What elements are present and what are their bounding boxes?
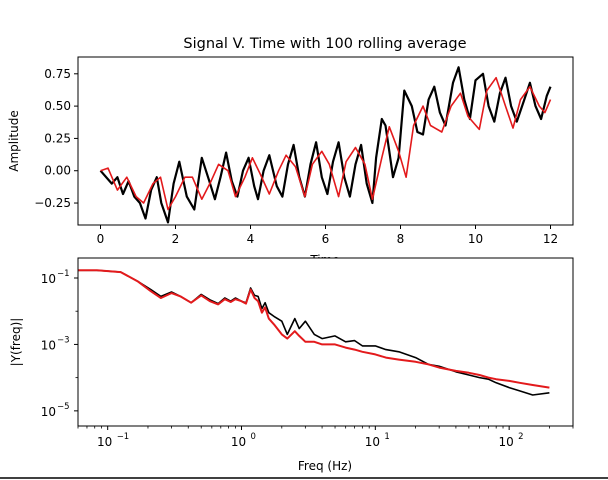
bottom-x-tick-label: 10 [365,435,380,449]
bottom-x-tick-label: 10 [499,435,514,449]
rolling-average-line [100,76,552,211]
spectrum-lines [78,269,550,396]
time-series-lines [99,66,552,224]
top-x-tick-label: 4 [247,232,255,246]
bottom-y-tick-exponent: −3 [57,335,70,345]
bottom-y-tick-exponent: −1 [57,269,70,279]
bottom-x-tick-label: 10 [97,435,112,449]
bottom-x-tick-exponent: −1 [117,432,130,442]
bottom-y-tick-exponent: −5 [57,402,70,412]
bottom-x-tick-label: 10 [231,435,246,449]
frequency-spectrum-axes: 10 −1 10 0 10 1 10 2 10−510−310−1 |Y(freq)| Fre… [9,257,574,473]
bottom-x-axis-label: Freq (Hz) [298,459,352,473]
spectrum-rolling-line [78,269,550,389]
bottom-axes-background [78,258,573,426]
bottom-x-tick-exponent: 2 [518,432,523,442]
bottom-x-ticks: 10 −1 10 0 10 1 10 2 [77,426,574,449]
top-y-axis-label: Amplitude [7,110,21,172]
top-x-tick-label: 0 [97,232,105,246]
bottom-axes-frame [77,257,574,427]
top-y-tick-label: −0.25 [34,196,71,210]
bottom-y-tick-label: 10 [41,272,56,286]
top-x-ticks: 0 2 4 6 8 10 12 [97,225,558,246]
top-x-tick-label: 10 [468,232,483,246]
top-x-tick-label: 12 [543,232,558,246]
top-x-tick-label: 8 [397,232,405,246]
top-x-tick-label: 6 [322,232,330,246]
bottom-y-tick-label: 10 [41,405,56,419]
top-y-tick-label: 0.75 [44,67,71,81]
time-signal-axes: Signal V. Time with 100 rolling average … [7,36,574,267]
bottom-y-axis-label: |Y(freq)| [9,318,23,367]
bottom-y-tick-label: 10 [41,338,56,352]
bottom-x-tick-exponent: 0 [251,432,256,442]
top-y-tick-label: 0.50 [44,99,71,113]
top-x-tick-label: 2 [172,232,180,246]
top-y-tick-label: 0.25 [44,131,71,145]
top-y-tick-label: 0.00 [44,164,71,178]
raw-signal-line [99,66,552,224]
bottom-x-tick-exponent: 1 [384,432,389,442]
top-y-ticks: −0.25 0.00 0.25 0.50 0.75 [34,67,78,210]
chart-title: Signal V. Time with 100 rolling average [183,36,466,52]
bottom-y-ticks: 10−510−310−1 [41,269,78,419]
